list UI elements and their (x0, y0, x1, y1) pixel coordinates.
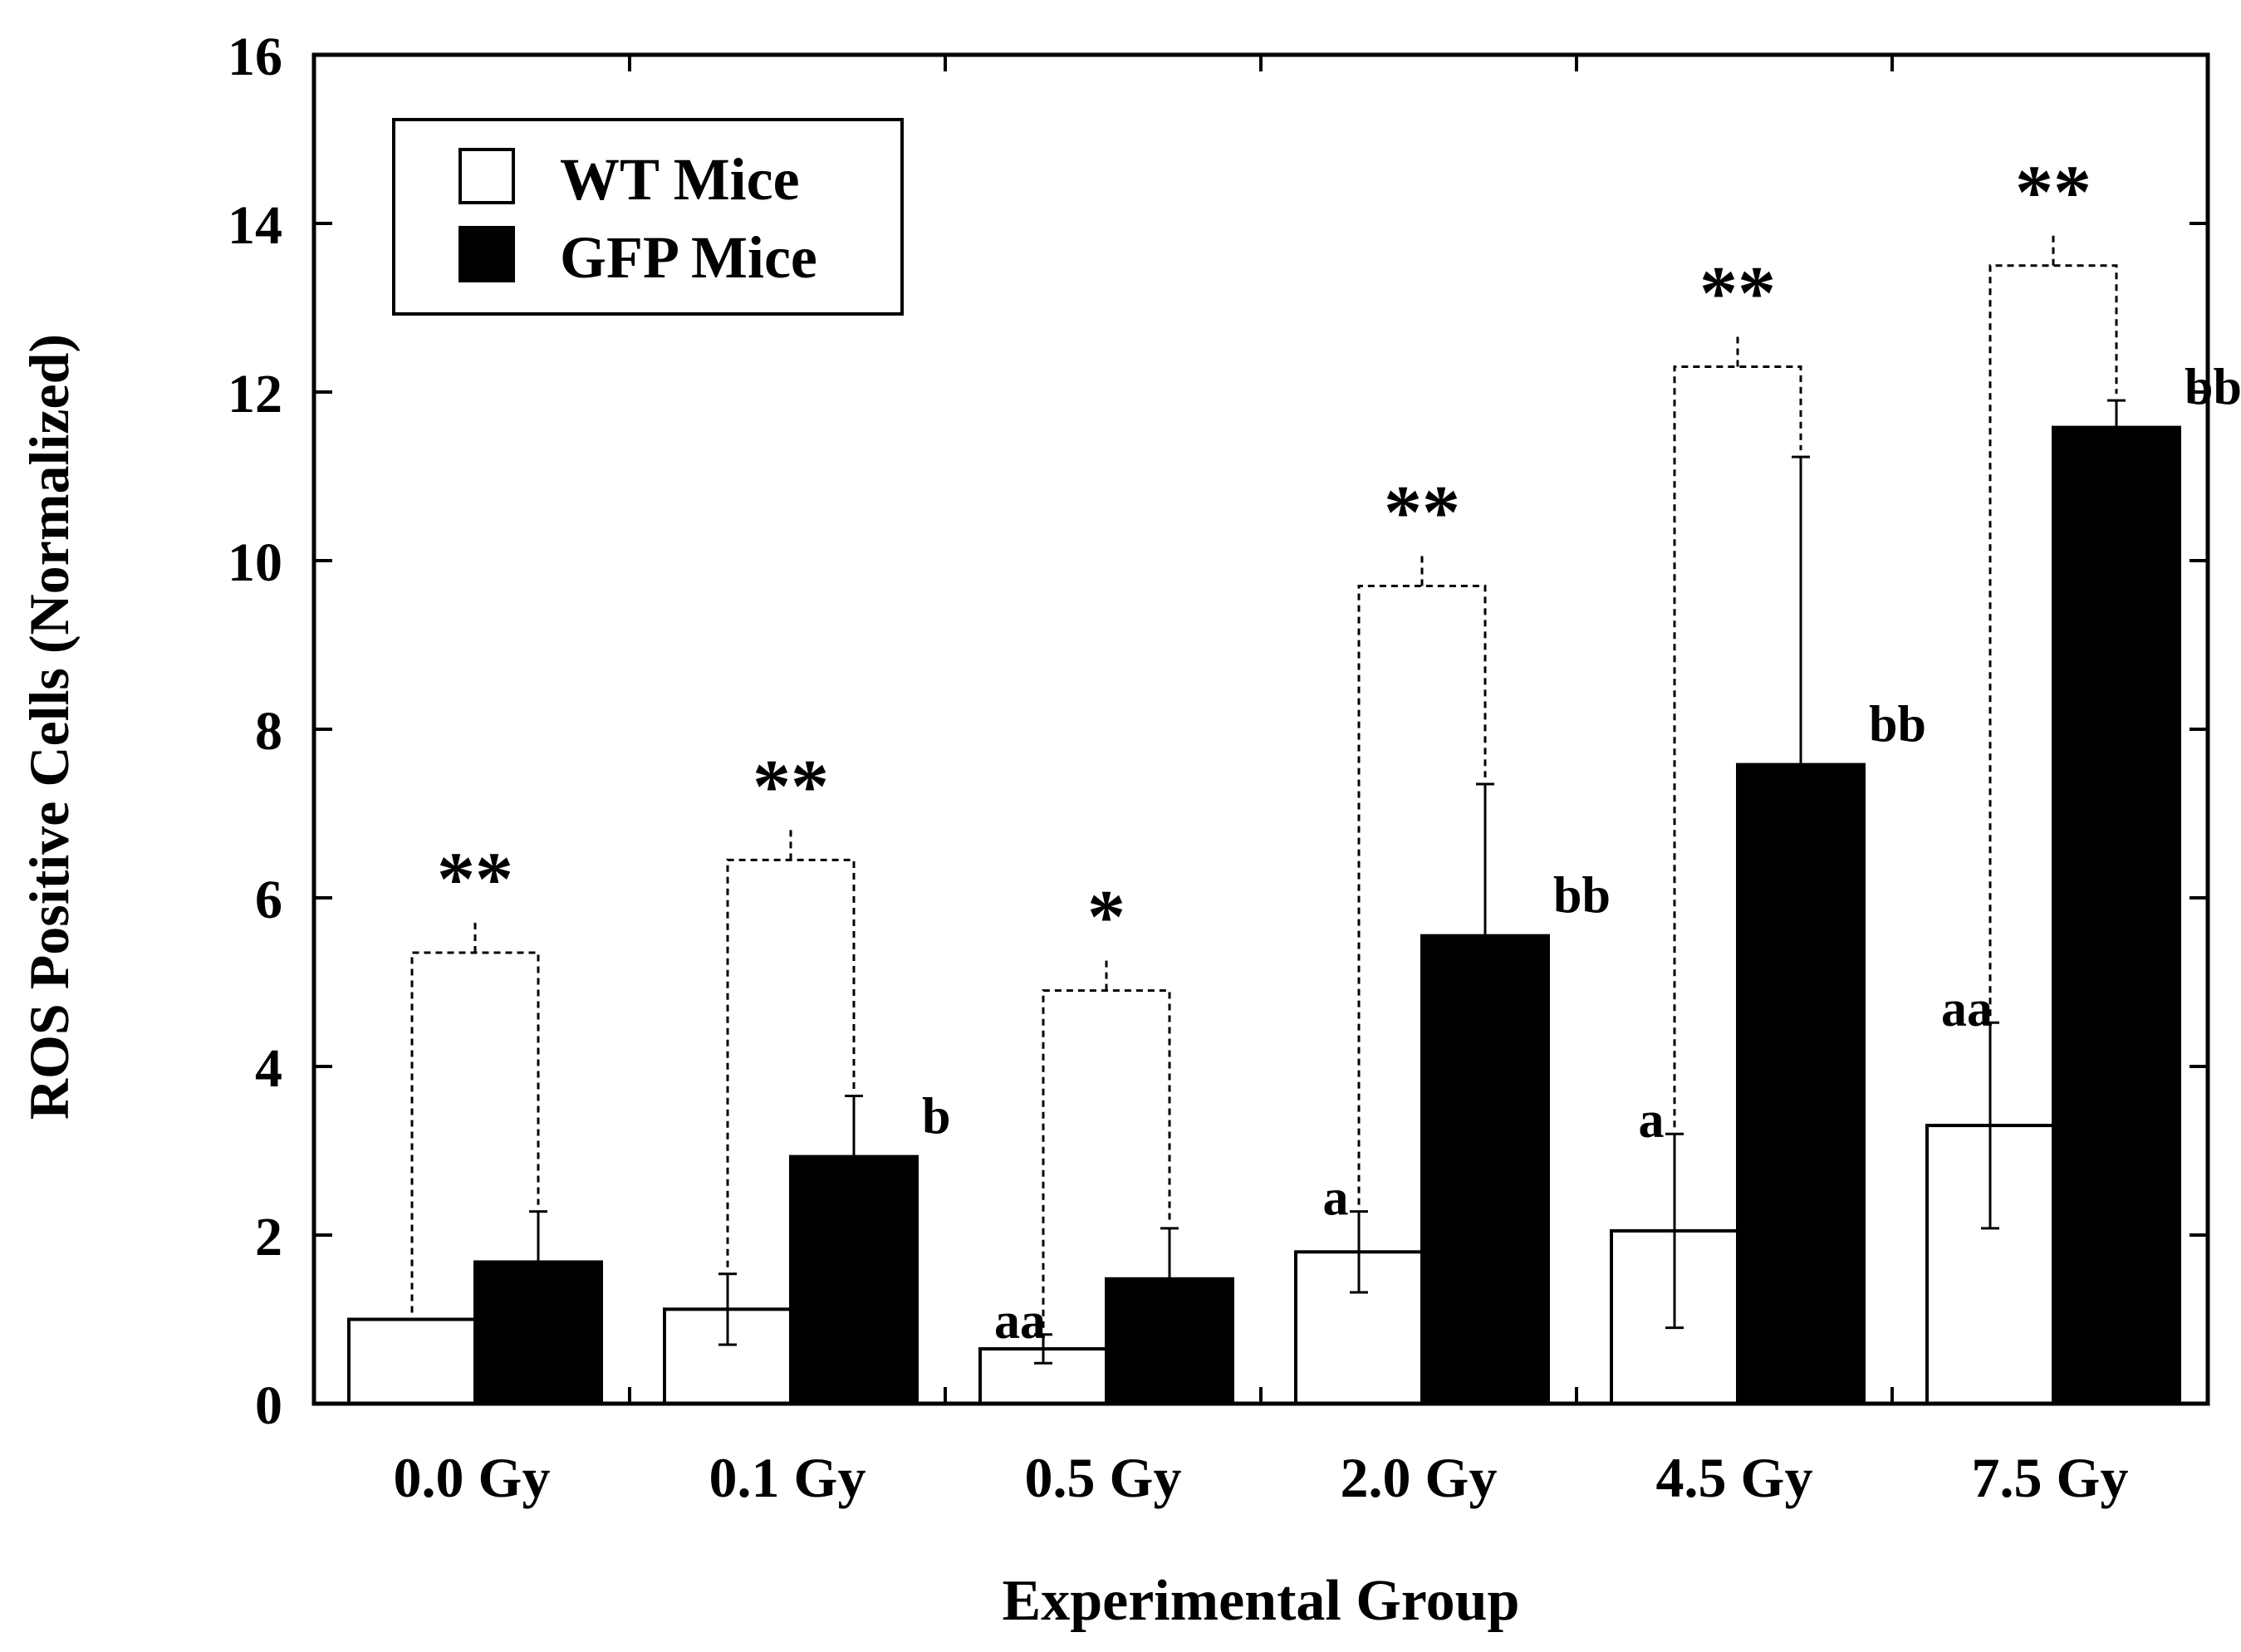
gfp-annotation: b (922, 1089, 950, 1145)
significance-marker: ** (753, 743, 829, 828)
x-tick-label: 0.1 Gy (709, 1446, 866, 1509)
wt-annotation: a (1639, 1092, 1665, 1149)
wt-annotation: aa (1941, 981, 1993, 1037)
y-tick-label: 16 (228, 27, 282, 87)
x-tick-label: 0.0 Gy (394, 1446, 551, 1509)
bar-gfp-mice (2052, 425, 2181, 1405)
y-tick-label: 4 (255, 1038, 282, 1099)
significance-marker: ** (437, 836, 513, 921)
legend-swatch-gfp (458, 226, 515, 282)
significance-marker: ** (2015, 150, 2091, 234)
x-axis-label: Experimental Group (1003, 1569, 1520, 1633)
wt-annotation: a (1323, 1170, 1349, 1227)
significance-marker: ** (1699, 251, 1776, 336)
y-tick-label: 6 (255, 870, 282, 930)
significance-bracket (410, 951, 540, 1313)
significance-marker: * (1087, 875, 1125, 959)
y-tick-label: 0 (255, 1375, 282, 1436)
gfp-annotation: bb (2185, 360, 2241, 416)
wt-annotation: aa (994, 1293, 1046, 1350)
x-tick-label: 4.5 Gy (1656, 1446, 1813, 1509)
y-axis-label: ROS Positive Cells (Normalized) (17, 334, 81, 1120)
legend-swatch-wt (458, 148, 515, 204)
y-tick-label: 14 (228, 195, 282, 256)
significance-marker: ** (1384, 469, 1460, 554)
y-tick-label: 12 (228, 364, 282, 424)
y-tick-label: 2 (255, 1207, 282, 1267)
bar-wt-mice (347, 1317, 477, 1405)
significance-bracket (1988, 264, 2118, 1017)
significance-bracket (1357, 584, 1487, 1205)
gfp-annotation: bb (1869, 697, 1926, 753)
gfp-annotation: bb (1553, 868, 1611, 924)
y-tick-label: 10 (228, 532, 282, 593)
x-tick-label: 7.5 Gy (1972, 1446, 2129, 1509)
legend-label-wt: WT Mice (560, 146, 800, 213)
x-tick-label: 0.5 Gy (1025, 1446, 1182, 1509)
x-tick-label: 2.0 Gy (1341, 1446, 1498, 1509)
y-tick-label: 8 (255, 701, 282, 762)
legend-label-gfp: GFP Mice (560, 224, 817, 291)
